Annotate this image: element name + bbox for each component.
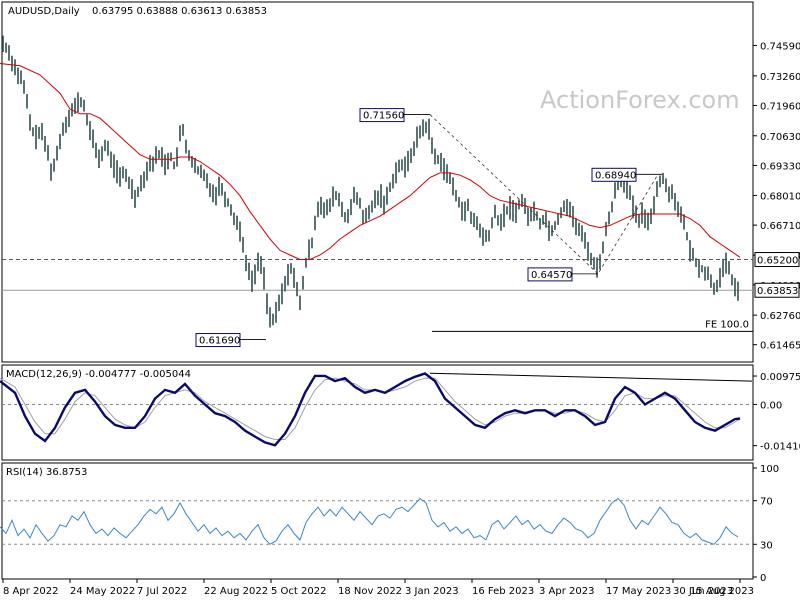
symbol-label: AUDUSD,Daily bbox=[8, 6, 80, 17]
x-tick-label: 18 Nov 2022 bbox=[338, 586, 402, 597]
fe-label: FE 100.0 bbox=[705, 319, 749, 330]
rsi-layer bbox=[0, 497, 753, 545]
price-layer: FE 100.0 0.71560 0.68940 0.64570 0.61690 bbox=[0, 35, 753, 348]
x-tick-label: 8 Apr 2022 bbox=[3, 586, 58, 597]
price-label-text: 0.64570 bbox=[531, 270, 572, 281]
price-panel-border bbox=[1, 1, 754, 363]
price-label-box bbox=[195, 333, 241, 348]
price-tick-label: 0.73260 bbox=[760, 72, 800, 83]
dashed-level-tag bbox=[754, 252, 800, 268]
x-tick-label: 3 Apr 2023 bbox=[539, 586, 594, 597]
rsi-axis: 100 70 30 0 bbox=[753, 464, 779, 584]
x-tick-label: 15 Aug 2023 bbox=[690, 586, 754, 597]
macd-layer bbox=[0, 372, 753, 447]
x-tick-label: 24 May 2022 bbox=[70, 586, 135, 597]
price-label-box bbox=[359, 108, 405, 123]
x-tick-label: 17 May 2023 bbox=[606, 586, 671, 597]
price-label-text: 0.71560 bbox=[363, 111, 404, 122]
rsi-tick-label: 100 bbox=[760, 464, 779, 475]
x-tick-label: 7 Jul 2022 bbox=[137, 586, 187, 597]
price-tick-label: 0.62760 bbox=[760, 311, 800, 322]
macd-label: MACD(12,26,9) -0.004777 -0.005044 bbox=[6, 369, 191, 380]
rsi-tick-label: 70 bbox=[760, 497, 773, 508]
rsi-tick-label: 0 bbox=[760, 573, 766, 584]
price-label-text: 0.61690 bbox=[199, 336, 240, 347]
current-price-tag bbox=[754, 282, 800, 298]
x-axis: 8 Apr 2022 24 May 2022 7 Jul 2022 22 Aug 20… bbox=[2, 579, 754, 597]
rsi-label: RSI(14) 36.8753 bbox=[6, 467, 87, 478]
rsi-tick-label: 30 bbox=[760, 540, 773, 551]
x-tick-label: 22 Aug 2022 bbox=[204, 586, 268, 597]
price-label-box bbox=[591, 167, 637, 182]
macd-tick-label: -0.014107 bbox=[760, 442, 800, 453]
price-tick-label: 0.66710 bbox=[760, 221, 800, 232]
current-price-label: 0.63853 bbox=[757, 286, 798, 297]
price-tick-label: 0.71960 bbox=[760, 101, 800, 112]
macd-tick-label: 0.00 bbox=[760, 400, 782, 411]
ohlc-header: 0.63795 0.63888 0.63613 0.63853 bbox=[92, 6, 267, 17]
watermark: ActionForex.com bbox=[540, 86, 740, 114]
price-tick-label: 0.70630 bbox=[760, 132, 800, 143]
rsi-panel-border bbox=[1, 462, 754, 580]
macd-tick-label: 0.009751 bbox=[760, 372, 800, 383]
x-tick-label: 30 Jun 2023 bbox=[673, 586, 733, 597]
macd-main-line bbox=[0, 372, 741, 447]
macd-panel-border bbox=[1, 364, 754, 461]
price-tick-label: 0.61465 bbox=[760, 341, 800, 352]
price-label-box bbox=[527, 267, 573, 282]
price-tick-label: 0.68010 bbox=[760, 191, 800, 202]
dashed-level-label: 0.65200 bbox=[757, 256, 798, 267]
x-tick-label: 16 Feb 2023 bbox=[472, 586, 534, 597]
price-tick-label: 0.69330 bbox=[760, 161, 800, 172]
price-label-text: 0.68940 bbox=[595, 170, 636, 181]
moving-average-line bbox=[0, 63, 741, 260]
x-tick-label: 5 Oct 2022 bbox=[271, 586, 326, 597]
macd-axis: 0.009751 0.00 -0.014107 bbox=[753, 372, 800, 453]
x-tick-label: 3 Jan 2023 bbox=[405, 586, 459, 597]
macd-trendline bbox=[429, 372, 753, 382]
rsi-line bbox=[0, 497, 739, 545]
price-axis: 0.74590 0.73260 0.71960 0.70630 0.69330 0.680… bbox=[753, 42, 800, 352]
price-tick-label: 0.74590 bbox=[760, 42, 800, 53]
